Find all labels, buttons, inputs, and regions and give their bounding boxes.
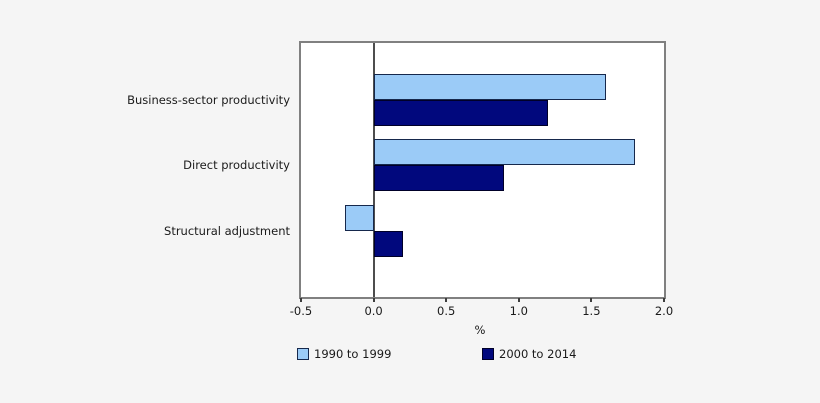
x-tick-label-3: 1.0 xyxy=(509,304,528,318)
x-tick-label-0: -0.5 xyxy=(289,304,313,318)
bar-series-0-cat-2 xyxy=(344,204,374,231)
bar-series-1-cat-1 xyxy=(373,164,505,191)
x-tick-mark-0 xyxy=(300,298,302,302)
bar-series-0-cat-0 xyxy=(373,74,606,100)
category-label-1: Direct productivity xyxy=(183,157,290,172)
x-tick-label-1: 0.0 xyxy=(364,304,383,318)
x-tick-mark-5 xyxy=(663,298,665,302)
legend-item-1990-to-1999: 1990 to 1999 xyxy=(297,347,391,361)
x-tick-mark-1 xyxy=(372,298,375,302)
plot-area xyxy=(299,41,666,299)
bar-series-0-cat-1 xyxy=(373,138,635,165)
x-tick-mark-2 xyxy=(445,298,448,302)
legend-item-2000-to-2014: 2000 to 2014 xyxy=(482,347,576,361)
x-tick-mark-4 xyxy=(590,298,593,302)
bar-series-1-cat-0 xyxy=(373,100,548,126)
x-tick-label-5: 2.0 xyxy=(654,304,674,318)
x-axis-title: % xyxy=(474,323,486,337)
legend-label-2000-to-2014: 2000 to 2014 xyxy=(499,347,577,361)
category-label-0: Business-sector productivity xyxy=(127,93,290,107)
bar-series-1-cat-2 xyxy=(373,230,403,257)
legend-swatch-2000-to-2014 xyxy=(482,348,494,360)
category-label-2: Structural adjustment xyxy=(164,223,290,238)
x-tick-label-4: 1.5 xyxy=(582,304,601,318)
x-tick-label-2: 0.5 xyxy=(437,304,456,318)
legend-swatch-1990-to-1999 xyxy=(297,348,309,360)
x-tick-mark-3 xyxy=(517,298,520,302)
legend-label-1990-to-1999: 1990 to 1999 xyxy=(314,347,392,361)
